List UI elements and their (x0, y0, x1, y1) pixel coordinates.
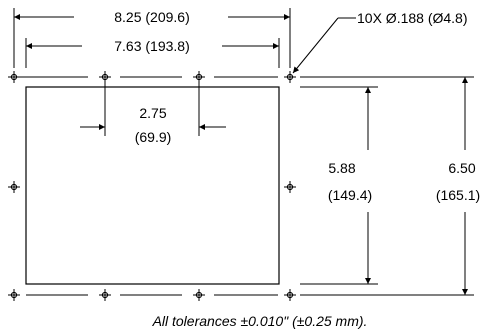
mounting-hole (99, 71, 111, 83)
mounting-hole (284, 289, 296, 301)
overall-width-dimension (13, 8, 291, 68)
mounting-hole (193, 289, 205, 301)
cutout-rectangle (25, 86, 280, 285)
hole-spacing-height-metric: (149.4) (328, 187, 372, 203)
hole-callout-label: 10X Ø.188 (Ø4.8) (357, 10, 468, 26)
mounting-hole (8, 289, 20, 301)
hole-pitch-value: 2.75 (139, 105, 166, 121)
hole-spacing-width-dimension (25, 38, 280, 68)
mounting-holes (8, 71, 296, 301)
mounting-hole (284, 181, 296, 193)
tolerance-note: All tolerances ±0.010" (±0.25 mm). (152, 313, 368, 329)
hole-pitch-metric: (69.9) (135, 129, 172, 145)
mounting-hole (8, 71, 20, 83)
hole-pitch-dimension (80, 83, 226, 136)
hole-spacing-height-value: 5.88 (328, 160, 355, 176)
overall-height-value: 6.50 (448, 160, 475, 176)
overall-height-metric: (165.1) (436, 187, 480, 203)
hole-callout-leader (292, 17, 356, 74)
mounting-hole (99, 289, 111, 301)
hole-spacing-width-label: 7.63 (193.8) (114, 38, 190, 54)
hole-spacing-height-dimension (300, 86, 378, 285)
overall-height-dimension (300, 76, 474, 296)
mounting-hole (193, 71, 205, 83)
mounting-hole (284, 71, 296, 83)
mounting-hole (8, 181, 20, 193)
overall-width-label: 8.25 (209.6) (114, 9, 190, 25)
